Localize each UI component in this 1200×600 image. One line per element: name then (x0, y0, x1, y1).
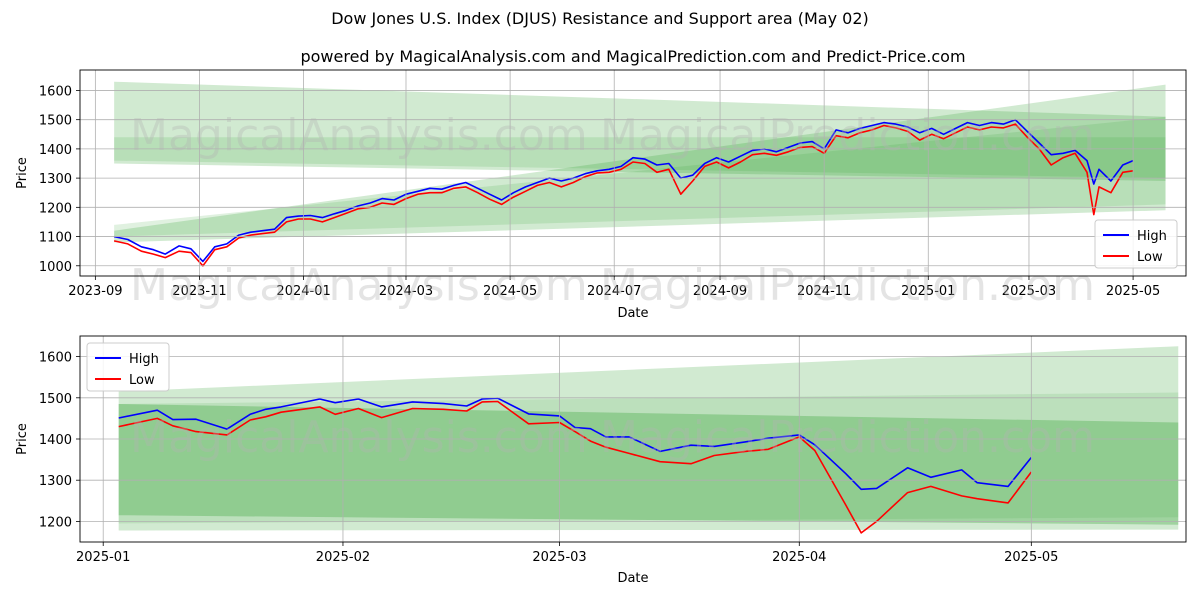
x-tick-label: 2024-05 (483, 284, 537, 299)
series-line-low (118, 400, 1032, 534)
zoom-chart: 2025-01 2025-02 2025-03 2025-04 2025-05 1200 1… (15, 335, 1187, 586)
legend-box (86, 342, 170, 392)
y-axis-label: Price (15, 423, 30, 455)
x-tick-label: 2025-05 (1106, 284, 1160, 299)
band-1 (118, 403, 1179, 525)
y-tick-label: 1300 (39, 172, 72, 187)
watermark: MagicalAnalysis.com (130, 412, 588, 463)
figure-title: Dow Jones U.S. Index (DJUS) Resistance a… (331, 9, 869, 28)
y-tick-label: 1500 (39, 392, 72, 407)
x-tick-label: 2025-05 (1004, 550, 1058, 565)
y-tick-label: 1500 (39, 114, 72, 129)
axes-frame (79, 69, 1187, 277)
x-tick-label: 2025-03 (1002, 284, 1056, 299)
y-tick-label: 1200 (39, 201, 72, 216)
y-tick-label: 1200 (39, 515, 72, 530)
y-tick-label: 1600 (39, 84, 72, 99)
watermark: MagicalAnalysis.com (130, 110, 588, 161)
x-axis-label: Date (617, 571, 648, 586)
band-3 (114, 116, 1166, 237)
x-tick-label: 2025-01 (76, 550, 130, 565)
x-tick-label: 2025-03 (532, 550, 586, 565)
x-tick-label: 2025-01 (901, 284, 955, 299)
y-tick-label: 1400 (39, 433, 72, 448)
x-tick-label: 2024-11 (797, 284, 851, 299)
legend-label-high: High (1137, 229, 1167, 244)
y-tick-label: 1100 (39, 231, 72, 246)
x-tick-label: 2024-09 (693, 284, 747, 299)
y-axis-label: Price (15, 157, 30, 189)
x-tick-label: 2025-02 (316, 550, 370, 565)
legend-box (1094, 219, 1178, 269)
band-0 (114, 81, 1166, 182)
watermark: MagicalPrediction.com (600, 260, 1095, 311)
legend: High Low (86, 342, 170, 392)
chart-subtitle: powered by MagicalAnalysis.com and Magic… (300, 47, 965, 66)
series-line-high (113, 118, 1134, 263)
y-tick-label: 1300 (39, 474, 72, 489)
axes-frame (79, 335, 1187, 543)
x-tick-label: 2024-07 (587, 284, 641, 299)
x-tick-label: 2023-09 (68, 284, 122, 299)
x-tick-label: 2023-11 (172, 284, 226, 299)
plot-area (118, 346, 1179, 534)
x-axis-label: Date (617, 306, 648, 321)
legend: High Low (1094, 219, 1178, 269)
series-line-low (113, 123, 1134, 267)
y-tick-label: 1600 (39, 351, 72, 366)
legend-label-high: High (129, 352, 159, 367)
band-0 (118, 346, 1179, 531)
x-tick-label: 2024-03 (379, 284, 433, 299)
legend-label-low: Low (129, 373, 155, 388)
legend-label-low: Low (1137, 250, 1163, 265)
y-tick-label: 1400 (39, 143, 72, 158)
y-tick-label: 1000 (39, 260, 72, 275)
x-tick-label: 2024-01 (276, 284, 330, 299)
series-line-high (118, 397, 1032, 491)
main-chart: powered by MagicalAnalysis.com and Magic… (15, 47, 1187, 321)
watermark: MagicalPrediction.com (600, 412, 1095, 463)
watermark: MagicalPrediction.com (600, 110, 1095, 161)
watermark: MagicalAnalysis.com (130, 260, 588, 311)
x-tick-label: 2025-04 (772, 550, 826, 565)
band-1 (114, 137, 1166, 179)
plot-area (113, 81, 1166, 267)
